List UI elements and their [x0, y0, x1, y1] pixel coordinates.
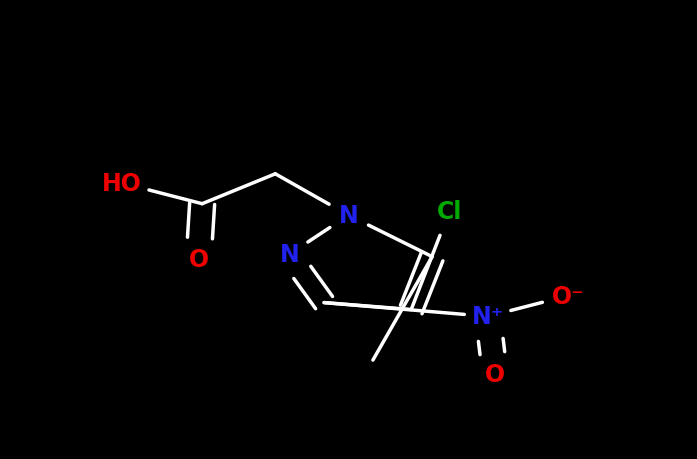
- Text: HO: HO: [102, 172, 142, 196]
- Text: O: O: [189, 247, 208, 271]
- Text: N⁺: N⁺: [472, 305, 504, 329]
- Text: O⁻: O⁻: [552, 284, 584, 308]
- Text: O: O: [485, 362, 505, 386]
- Text: N: N: [279, 243, 299, 267]
- Text: Cl: Cl: [437, 199, 462, 223]
- Text: N: N: [339, 204, 358, 228]
